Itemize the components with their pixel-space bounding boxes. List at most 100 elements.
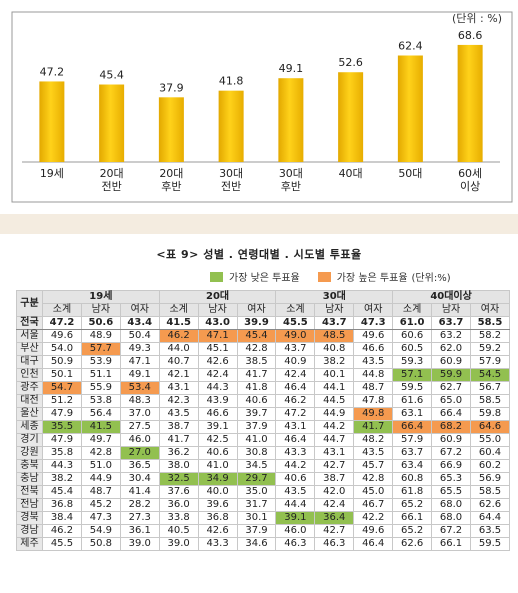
value-cell: 68.0 (431, 511, 471, 525)
value-cell: 40.8 (314, 342, 355, 356)
table-row: 인천 50.1 51.1 49.1 42.1 42.4 41.7 42.4 40.1 44.8 57… (16, 368, 511, 382)
value-cell: 43.3 (197, 537, 238, 551)
region-cell: 광주 (16, 381, 43, 395)
value-cell: 63.4 (392, 459, 433, 473)
value-cell: 49.3 (119, 342, 160, 356)
value-cell: 54.9 (80, 524, 121, 538)
category-label: 30대 (219, 167, 243, 180)
value-cell: 46.0 (275, 524, 316, 538)
value-cell: 48.7 (353, 381, 394, 395)
legend: 가장 낮은 투표율 가장 높은 투표율 (단위:%) (210, 269, 451, 284)
value-cell: 60.4 (469, 446, 511, 460)
table-row: 울산 47.9 56.4 37.0 43.5 46.6 39.7 47.2 44.9 49.8 63… (16, 407, 511, 421)
value-cell: 56.7 (469, 381, 511, 395)
bar-value-label: 47.2 (40, 65, 65, 78)
value-cell: 36.4 (314, 511, 355, 525)
value-cell: 59.9 (431, 368, 471, 382)
value-cell: 58.5 (469, 316, 511, 330)
value-cell: 64.6 (469, 420, 511, 434)
value-cell: 65.2 (392, 524, 433, 538)
region-cell: 강원 (16, 446, 43, 460)
value-cell: 42.8 (353, 472, 394, 486)
value-cell: 59.3 (392, 355, 433, 369)
value-cell: 36.8 (42, 498, 82, 512)
value-cell: 39.0 (119, 537, 160, 551)
value-cell: 54.0 (42, 342, 82, 356)
bar-value-label: 41.8 (219, 75, 244, 88)
bar-value-label: 45.4 (99, 69, 124, 82)
table-row: 서울 49.6 48.9 50.4 46.2 47.1 45.4 49.0 48.5 49.6 60… (16, 329, 511, 343)
value-cell: 43.4 (119, 316, 160, 330)
value-cell: 43.3 (275, 446, 316, 460)
value-cell: 39.9 (236, 316, 277, 330)
value-cell: 42.4 (197, 368, 238, 382)
value-cell: 41.0 (197, 459, 238, 473)
value-cell: 45.4 (42, 485, 82, 499)
table-row: 경남 46.2 54.9 36.1 40.5 42.6 37.9 46.0 42.7 49.6 65… (16, 524, 511, 538)
region-cell: 세종 (16, 420, 43, 434)
value-cell: 43.5 (158, 407, 199, 421)
table-row: 제주 45.5 50.8 39.0 39.0 43.3 34.6 46.3 46.3 46.4 62… (16, 537, 511, 551)
table-row: 충북 44.3 51.0 36.5 38.0 41.0 34.5 44.2 42.7 45.7 63… (16, 459, 511, 473)
value-cell: 47.8 (353, 394, 394, 408)
category-label: 60세 (458, 167, 482, 180)
value-cell: 41.7 (236, 368, 277, 382)
value-cell: 65.2 (392, 498, 433, 512)
value-cell: 43.5 (353, 355, 394, 369)
value-cell: 44.4 (275, 498, 316, 512)
value-cell: 34.5 (236, 459, 277, 473)
value-cell: 28.2 (119, 498, 160, 512)
value-cell: 54.7 (42, 381, 82, 395)
header-sub: 남자 (314, 303, 355, 317)
value-cell: 45.2 (80, 498, 121, 512)
value-cell: 46.3 (314, 537, 355, 551)
value-cell: 44.1 (314, 381, 355, 395)
value-cell: 50.9 (42, 355, 82, 369)
value-cell: 53.9 (80, 355, 121, 369)
value-cell: 40.9 (275, 355, 316, 369)
header-group-40plus: 40대이상 (392, 290, 510, 304)
table-unit-label: (단위:%) (411, 273, 451, 284)
header-sub: 소계 (42, 303, 82, 317)
value-cell: 35.8 (42, 446, 82, 460)
table-row: 대전 51.2 53.8 48.3 42.3 43.9 40.6 46.2 44.5 47.8 61… (16, 394, 511, 408)
region-cell: 전국 (16, 316, 43, 330)
value-cell: 50.1 (42, 368, 82, 382)
value-cell: 47.1 (197, 329, 238, 343)
value-cell: 34.9 (197, 472, 238, 486)
table-sub-header-row: 소계 남자 여자 소계 남자 여자 소계 남자 여자 소계 남자 여자 (17, 303, 511, 317)
value-cell: 42.4 (275, 368, 316, 382)
value-cell: 63.5 (469, 524, 511, 538)
value-cell: 44.3 (197, 381, 238, 395)
value-cell: 43.1 (158, 381, 199, 395)
value-cell: 34.6 (236, 537, 277, 551)
value-cell: 50.4 (119, 329, 160, 343)
value-cell: 44.9 (80, 472, 121, 486)
value-cell: 64.4 (469, 511, 511, 525)
value-cell: 42.6 (197, 355, 238, 369)
category-label: 이상 (460, 180, 480, 193)
category-label: 19세 (40, 167, 64, 180)
value-cell: 40.6 (236, 394, 277, 408)
value-cell: 63.7 (392, 446, 433, 460)
region-cell: 경북 (16, 511, 43, 525)
value-cell: 43.7 (275, 342, 316, 356)
value-cell: 46.0 (119, 433, 160, 447)
table-body: 전국 47.2 50.6 43.4 41.5 43.0 39.9 45.5 43.7 47.3 61… (16, 316, 511, 551)
value-cell: 66.4 (392, 420, 433, 434)
value-cell: 60.6 (392, 329, 433, 343)
value-cell: 47.2 (42, 316, 82, 330)
value-cell: 49.6 (353, 524, 394, 538)
value-cell: 62.7 (431, 381, 471, 395)
table-row: 대구 50.9 53.9 47.1 40.7 42.6 38.5 40.9 38.2 43.5 59… (16, 355, 511, 369)
value-cell: 60.9 (431, 433, 471, 447)
value-cell: 47.2 (275, 407, 316, 421)
value-cell: 51.1 (80, 368, 121, 382)
value-cell: 46.4 (275, 433, 316, 447)
region-cell: 경남 (16, 524, 43, 538)
value-cell: 62.6 (469, 498, 511, 512)
value-cell: 44.3 (42, 459, 82, 473)
bar-value-label: 68.6 (458, 29, 483, 42)
region-cell: 인천 (16, 368, 43, 382)
value-cell: 42.0 (314, 485, 355, 499)
